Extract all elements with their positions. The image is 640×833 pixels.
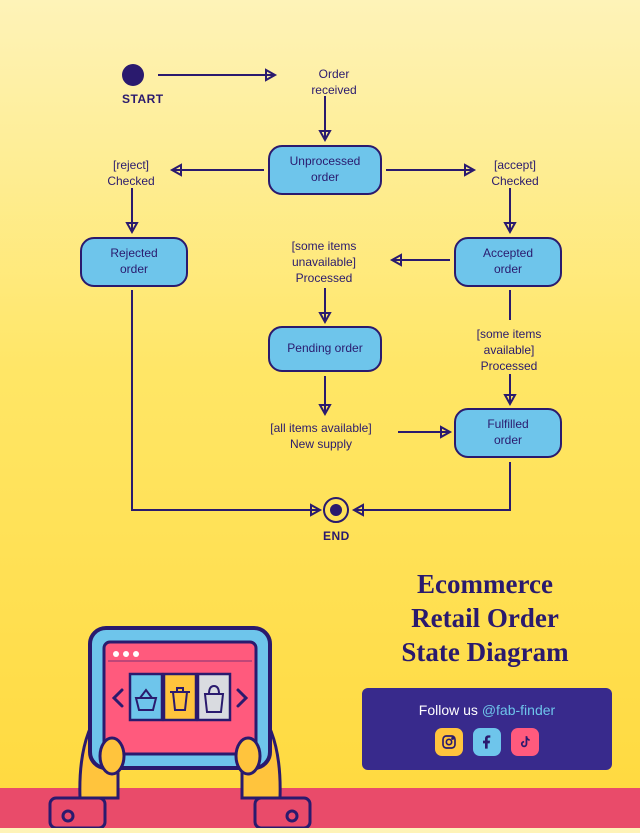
- state-diagram: START END Orderreceived Unprocessedorder [re…: [0, 0, 640, 560]
- node-pending: Pending order: [268, 326, 382, 372]
- node-unavail_lbl: [some itemsunavailable]Processed: [264, 238, 384, 287]
- node-avail_lbl: [some itemsavailable]Processed: [452, 326, 566, 375]
- cta-box: Follow us @fab-finder: [362, 688, 612, 770]
- cta-text: Follow us @fab-finder: [378, 702, 596, 718]
- social-handle[interactable]: @fab-finder: [482, 702, 555, 718]
- page-title: Ecommerce Retail Order State Diagram: [370, 568, 600, 669]
- title-line: Retail Order: [370, 602, 600, 636]
- node-fulfilled: Fulfilledorder: [454, 408, 562, 458]
- facebook-icon[interactable]: [473, 728, 501, 756]
- social-row: [378, 728, 596, 756]
- footer: Ecommerce Retail Order State Diagram Fol…: [0, 560, 640, 828]
- node-unprocessed: Unprocessedorder: [268, 145, 382, 195]
- title-line: Ecommerce: [370, 568, 600, 602]
- node-reject_lbl: [reject]Checked: [96, 157, 166, 189]
- node-order_received: Orderreceived: [284, 66, 384, 98]
- tablet-illustration: [30, 598, 330, 828]
- tiktok-icon[interactable]: [511, 728, 539, 756]
- node-accept_lbl: [accept]Checked: [480, 157, 550, 189]
- start-node: START: [122, 64, 164, 106]
- node-rejected: Rejectedorder: [80, 237, 188, 287]
- title-line: State Diagram: [370, 636, 600, 670]
- instagram-icon[interactable]: [435, 728, 463, 756]
- end-node: END: [323, 497, 350, 543]
- node-accepted: Acceptedorder: [454, 237, 562, 287]
- node-newsupply_lbl: [all items available]New supply: [246, 420, 396, 452]
- follow-label: Follow us: [419, 702, 482, 718]
